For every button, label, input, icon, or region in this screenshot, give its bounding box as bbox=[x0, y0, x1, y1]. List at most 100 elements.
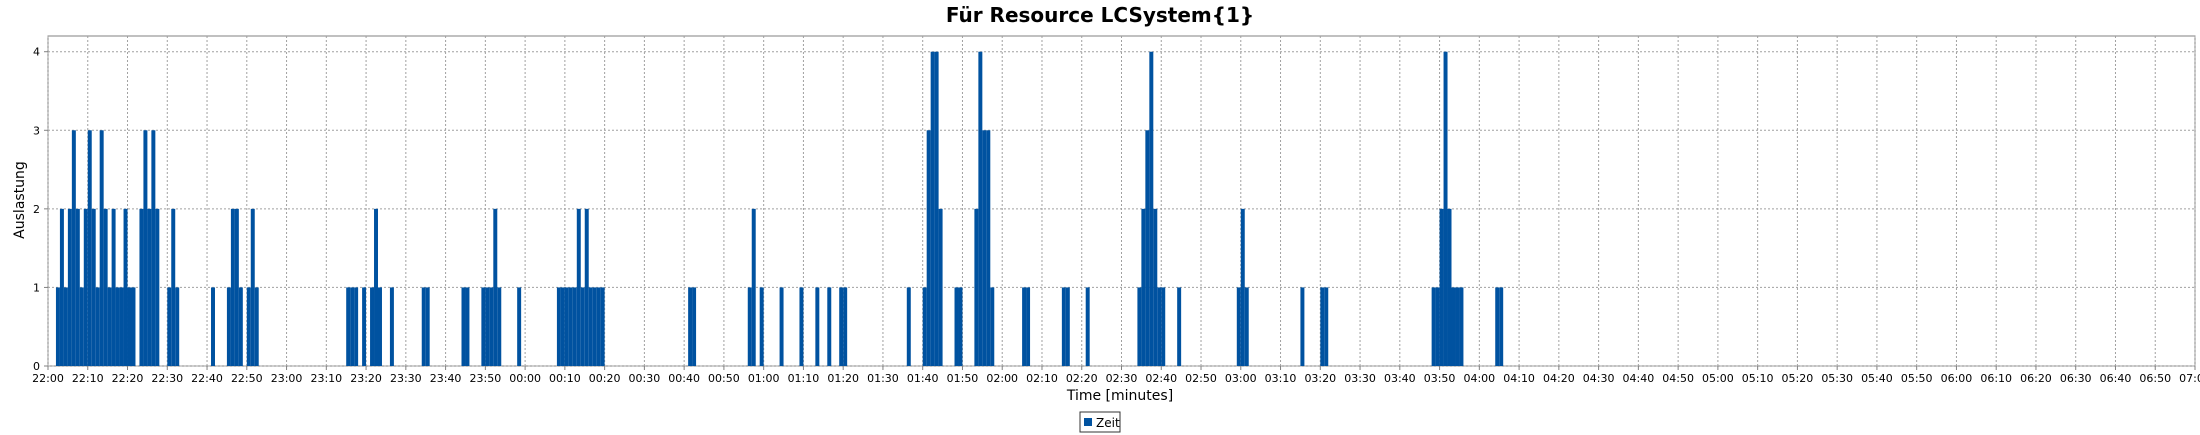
bar bbox=[147, 208, 152, 366]
x-tick-label: 05:00 bbox=[1702, 372, 1734, 385]
bar bbox=[1451, 287, 1456, 366]
x-tick-label: 01:50 bbox=[947, 372, 979, 385]
bar bbox=[370, 287, 375, 366]
bar bbox=[238, 287, 243, 366]
x-tick-label: 03:20 bbox=[1304, 372, 1336, 385]
x-tick-label: 05:50 bbox=[1901, 372, 1933, 385]
bar bbox=[1157, 287, 1162, 366]
x-tick-label: 02:20 bbox=[1066, 372, 1098, 385]
bar bbox=[139, 208, 144, 366]
bar bbox=[87, 130, 92, 366]
legend-box bbox=[1079, 411, 1121, 433]
x-tick-label: 05:40 bbox=[1861, 372, 1893, 385]
x-tick-label: 06:10 bbox=[1980, 372, 2012, 385]
x-tick-label: 23:20 bbox=[350, 372, 382, 385]
bar bbox=[906, 287, 911, 366]
bar bbox=[564, 287, 569, 366]
bar bbox=[497, 287, 502, 366]
bar bbox=[131, 287, 136, 366]
bar bbox=[171, 208, 176, 366]
x-tick-label: 23:50 bbox=[470, 372, 502, 385]
bar bbox=[378, 287, 382, 366]
x-tick-label: 00:50 bbox=[708, 372, 740, 385]
bar bbox=[63, 287, 68, 366]
bar bbox=[517, 287, 522, 366]
x-axis-label: Time [minutes] bbox=[1066, 388, 1173, 404]
x-tick-label: 00:40 bbox=[668, 372, 700, 385]
bar bbox=[103, 208, 108, 366]
x-tick-label: 00:20 bbox=[589, 372, 621, 385]
bar bbox=[839, 287, 844, 366]
x-tick-label: 01:20 bbox=[827, 372, 859, 385]
bar bbox=[1300, 287, 1305, 366]
bar bbox=[688, 287, 693, 366]
x-tick-label: 23:10 bbox=[310, 372, 342, 385]
bar bbox=[71, 130, 76, 366]
bar bbox=[485, 287, 490, 366]
bar bbox=[779, 287, 784, 366]
legend-swatch bbox=[1084, 418, 1092, 426]
bar bbox=[1149, 51, 1154, 366]
x-tick-label: 22:20 bbox=[112, 372, 144, 385]
x-tick-label: 04:30 bbox=[1583, 372, 1615, 385]
y-tick-label: 3 bbox=[33, 124, 40, 137]
x-tick-label: 07:00 bbox=[2179, 372, 2200, 385]
bar bbox=[1455, 287, 1460, 366]
x-tick-label: 03:50 bbox=[1424, 372, 1456, 385]
bar bbox=[481, 287, 486, 366]
bar bbox=[692, 287, 697, 366]
bar bbox=[1161, 287, 1166, 366]
bar bbox=[67, 208, 72, 366]
bar bbox=[930, 51, 935, 366]
x-tick-label: 02:00 bbox=[986, 372, 1018, 385]
x-tick-label: 06:40 bbox=[2100, 372, 2132, 385]
bar bbox=[815, 287, 820, 366]
bar bbox=[576, 208, 581, 366]
bar bbox=[934, 51, 939, 366]
bar bbox=[954, 287, 959, 366]
bar bbox=[127, 287, 132, 366]
bar bbox=[119, 287, 124, 366]
x-tick-label: 03:40 bbox=[1384, 372, 1416, 385]
bar bbox=[1244, 287, 1249, 366]
bar bbox=[1435, 287, 1440, 366]
x-tick-label: 04:00 bbox=[1463, 372, 1495, 385]
x-tick-label: 01:10 bbox=[788, 372, 820, 385]
bar bbox=[799, 287, 804, 366]
bar bbox=[246, 287, 251, 366]
bar bbox=[1443, 51, 1448, 366]
bar bbox=[115, 287, 120, 366]
x-tick-label: 05:30 bbox=[1821, 372, 1853, 385]
x-tick-label: 02:40 bbox=[1145, 372, 1177, 385]
bar bbox=[958, 287, 963, 366]
bar bbox=[600, 287, 605, 366]
chart-title: Für Resource LCSystem{1} bbox=[946, 3, 1254, 27]
bar bbox=[986, 130, 991, 366]
bar bbox=[922, 287, 927, 366]
x-tick-label: 03:00 bbox=[1225, 372, 1257, 385]
bar bbox=[362, 287, 367, 366]
legend-label: Zeit bbox=[1096, 416, 1120, 430]
bar bbox=[55, 287, 60, 366]
bar bbox=[580, 287, 585, 366]
bar bbox=[99, 130, 104, 366]
x-tick-label: 04:10 bbox=[1503, 372, 1535, 385]
bar bbox=[747, 287, 752, 366]
bar bbox=[560, 287, 565, 366]
x-tick-label: 02:50 bbox=[1185, 372, 1217, 385]
bar bbox=[465, 287, 470, 366]
legend: Zeit bbox=[1079, 411, 1121, 433]
x-tick-label: 02:30 bbox=[1106, 372, 1138, 385]
bar bbox=[556, 287, 561, 366]
x-tick-label: 00:10 bbox=[549, 372, 581, 385]
bar bbox=[83, 208, 88, 366]
y-tick-label: 0 bbox=[33, 360, 40, 373]
bar bbox=[421, 287, 426, 366]
bar bbox=[1240, 208, 1245, 366]
y-tick-label: 2 bbox=[33, 203, 40, 216]
bar bbox=[568, 287, 573, 366]
bar bbox=[1236, 287, 1241, 366]
bar bbox=[1320, 287, 1325, 366]
bar bbox=[175, 287, 180, 366]
bars bbox=[55, 51, 1504, 366]
